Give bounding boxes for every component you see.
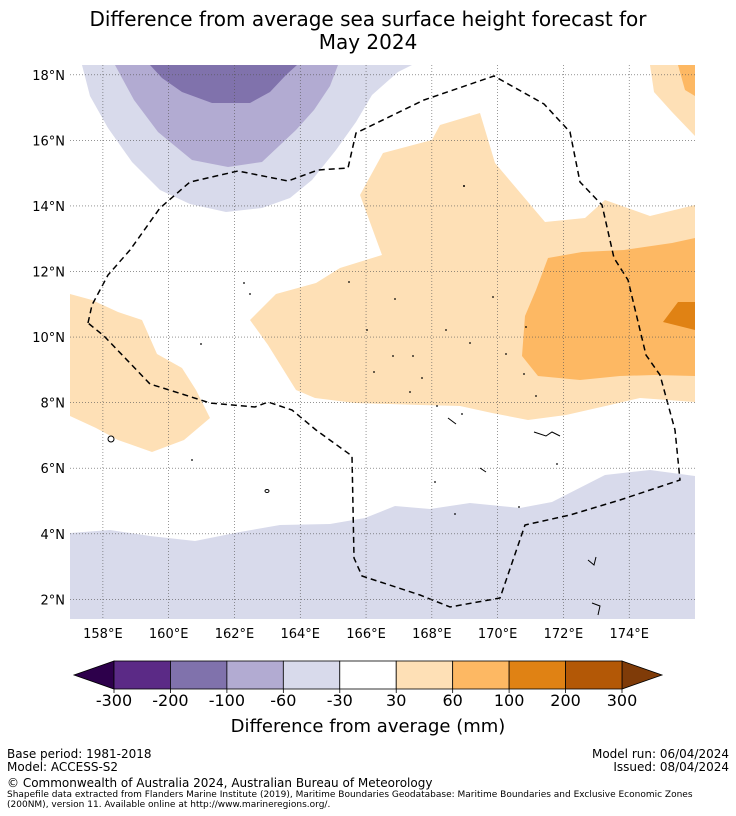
map-field <box>70 65 695 619</box>
lon-tick-label: 172°E <box>544 627 584 642</box>
colorbar-swatch <box>226 660 284 690</box>
model-name: Model: ACCESS-S2 <box>7 760 119 774</box>
colorbar-tick-label: 100 <box>494 691 525 710</box>
lon-tick-label: 174°E <box>609 627 649 642</box>
anomaly-region-plus-60-to-100 <box>522 238 695 380</box>
anomaly-region-plus-60-to-100-ne <box>678 65 695 96</box>
shapefile-credit: Shapefile data extracted from Flanders M… <box>7 790 693 810</box>
lat-tick-label: 6°N <box>41 462 66 477</box>
lat-tick-label: 14°N <box>32 200 65 215</box>
colorbar-tick-label: 300 <box>607 691 638 710</box>
colorbar-swatch <box>282 660 341 690</box>
colorbar-ticks: -300 -200 -100 -60 -30 30 60 100 200 300 <box>96 689 637 710</box>
lat-tick-label: 10°N <box>32 331 65 346</box>
anomaly-region-minus-100-to-200 <box>150 65 297 103</box>
colorbar-tick-label: 30 <box>386 691 406 710</box>
lon-tick-label: 166°E <box>346 627 386 642</box>
lon-tick-label: 168°E <box>412 627 452 642</box>
colorbar-boxes <box>72 660 664 690</box>
colorbar-tick-label: -100 <box>209 691 245 710</box>
lon-tick-label: 162°E <box>215 627 255 642</box>
colorbar-swatch <box>508 660 566 690</box>
longitude-axis: 158°E 160°E 162°E 164°E 166°E 168°E 170°E 172°E… <box>83 627 649 642</box>
anomaly-region-minus-60-to-100 <box>115 65 338 167</box>
island-outlines <box>107 417 601 616</box>
graticule <box>70 65 695 619</box>
lon-tick-label: 160°E <box>149 627 189 642</box>
colorbar-tick-label: -200 <box>152 691 188 710</box>
issued-date: Issued: 08/04/2024 <box>613 760 729 774</box>
lat-tick-label: 8°N <box>41 397 66 412</box>
colorbar-over-arrow <box>621 660 664 690</box>
colorbar-tick-label: -30 <box>327 691 353 710</box>
title-line-2: May 2024 <box>318 30 418 54</box>
colorbar-swatch <box>113 660 171 690</box>
colorbar-tick-label: 60 <box>442 691 462 710</box>
anomaly-region-minus-30-south <box>70 470 695 619</box>
colorbar-tick-label: -60 <box>270 691 296 710</box>
chart-title: Difference from average sea surface heig… <box>0 8 736 54</box>
lat-tick-label: 2°N <box>41 593 66 608</box>
lat-tick-label: 18°N <box>32 69 65 84</box>
lon-tick-label: 158°E <box>83 627 123 642</box>
anomaly-region-plus-100-to-200 <box>663 302 695 330</box>
colorbar-swatch <box>395 660 454 690</box>
lat-tick-label: 16°N <box>32 134 65 149</box>
colorbar-tick-label: 200 <box>550 691 581 710</box>
colorbar-label: Difference from average (mm) <box>230 716 506 737</box>
lat-tick-label: 12°N <box>32 266 65 281</box>
eez-boundary-line <box>87 75 681 608</box>
copyright-notice: © Commonwealth of Australia 2024, Austra… <box>7 776 433 790</box>
colorbar-under-arrow <box>72 660 115 690</box>
footer-left: Base period: 1981-2018 Model: ACCESS-S2 <box>7 748 152 774</box>
colorbar-swatch <box>170 660 228 690</box>
lat-tick-label: 4°N <box>41 528 66 543</box>
lon-tick-label: 170°E <box>478 627 518 642</box>
colorbar-swatch <box>339 660 397 690</box>
title-line-1: Difference from average sea surface heig… <box>89 7 647 31</box>
footer-right: Model run: 06/04/2024 Issued: 08/04/2024 <box>592 748 729 774</box>
latitude-axis: 18°N 16°N 14°N 12°N 10°N 8°N 6°N 4°N 2°N <box>32 69 65 608</box>
lon-tick-label: 164°E <box>280 627 320 642</box>
base-period: Base period: 1981-2018 <box>7 747 152 761</box>
atoll-dots <box>191 185 558 515</box>
model-run-date: Model run: 06/04/2024 <box>591 747 729 761</box>
colorbar-swatch <box>452 660 510 690</box>
colorbar-tick-label: -300 <box>96 691 132 710</box>
colorbar-swatch <box>565 660 623 690</box>
